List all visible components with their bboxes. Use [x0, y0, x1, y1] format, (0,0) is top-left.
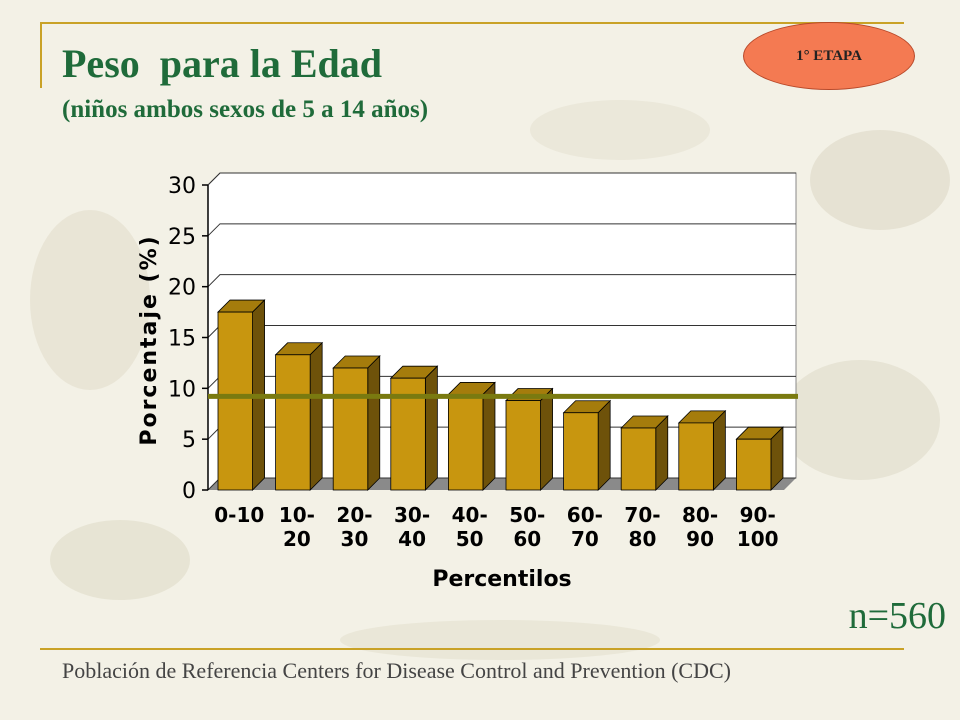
slide-subtitle: (niños ambos sexos de 5 a 14 años) — [62, 96, 429, 123]
bar-side-face — [309, 341, 323, 491]
header-left-line — [40, 22, 42, 88]
bar — [505, 400, 541, 491]
y-axis-label: Porcentaje (%) — [137, 234, 162, 445]
gridline — [207, 223, 796, 237]
x-axis-label: Percentilos — [432, 567, 571, 592]
bar — [217, 311, 253, 491]
y-tick-label: 25 — [168, 225, 196, 250]
y-tick-label: 10 — [168, 377, 196, 402]
x-tick-label: 90-100 — [737, 503, 779, 551]
x-tick-label: 80-90 — [682, 503, 718, 551]
footer-line — [40, 648, 904, 650]
bar-side-face — [712, 409, 726, 491]
bar — [620, 427, 657, 491]
slide-title: Peso para la Edad — [62, 41, 383, 86]
stage-badge: 1° ETAPA — [743, 22, 915, 90]
bar — [332, 367, 369, 491]
y-tick-label: 30 — [168, 174, 196, 199]
bar-side-face — [597, 399, 611, 491]
sample-size-label: n=560 — [848, 595, 946, 637]
x-tick-label: 40-50 — [452, 503, 488, 551]
y-tick-label: 0 — [182, 479, 196, 504]
gridline — [207, 274, 796, 288]
bar-side-face — [655, 415, 669, 491]
bar — [563, 412, 599, 491]
bar — [275, 354, 311, 491]
bar — [678, 422, 714, 491]
x-tick-label: 60-70 — [567, 503, 603, 551]
bar — [736, 438, 772, 491]
x-tick-label: 30-40 — [394, 503, 430, 551]
x-tick-label: 70-80 — [624, 503, 660, 551]
y-tick-label: 20 — [168, 276, 196, 301]
header-top-line — [40, 22, 904, 24]
y-tick-label: 15 — [168, 327, 196, 352]
x-tick-label: 10-20 — [279, 503, 315, 551]
y-tick-label: 5 — [182, 428, 196, 453]
bar-side-face — [367, 355, 381, 491]
bar-side-face — [540, 387, 553, 491]
gridline — [207, 172, 796, 186]
x-tick-label: 50-60 — [509, 503, 545, 551]
x-tick-label: 0-10 — [214, 503, 264, 527]
x-tick-label: 20-30 — [336, 503, 372, 551]
bar — [447, 394, 484, 491]
bar-side-face — [424, 365, 438, 491]
source-footer: Población de Referencia Centers for Dise… — [62, 658, 731, 683]
